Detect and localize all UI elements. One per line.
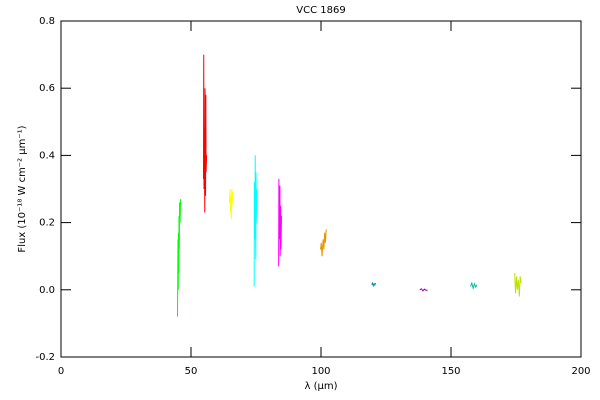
y-tick-label: 0.4 xyxy=(39,150,55,161)
x-tick-label: 50 xyxy=(185,366,198,377)
spectrum-line xyxy=(202,54,208,213)
x-tick-label: 100 xyxy=(311,366,330,377)
spectrum-line xyxy=(319,229,327,257)
spectrum-line xyxy=(419,288,428,292)
spectrum-line xyxy=(253,155,258,287)
spectrum-line xyxy=(176,199,182,317)
spectrum-line xyxy=(371,281,377,288)
y-tick-label: 0.0 xyxy=(39,285,55,296)
y-tick-label: 0.6 xyxy=(39,83,55,94)
x-axis-label: λ (μm) xyxy=(304,381,337,392)
y-tick-label: 0.8 xyxy=(39,16,55,27)
y-tick-label: 0.2 xyxy=(39,218,55,229)
spectrum-line xyxy=(514,272,522,297)
spectrum-line xyxy=(278,178,282,267)
spectrum-line xyxy=(228,188,234,220)
spectrum-line xyxy=(470,281,478,290)
x-tick-label: 0 xyxy=(58,366,64,377)
y-axis-label: Flux (10⁻¹⁸ W cm⁻² μm⁻¹) xyxy=(17,125,28,252)
chart-title: VCC 1869 xyxy=(296,5,345,16)
y-tick-label: -0.2 xyxy=(35,352,55,363)
x-tick-label: 200 xyxy=(571,366,590,377)
x-tick-label: 150 xyxy=(441,366,460,377)
